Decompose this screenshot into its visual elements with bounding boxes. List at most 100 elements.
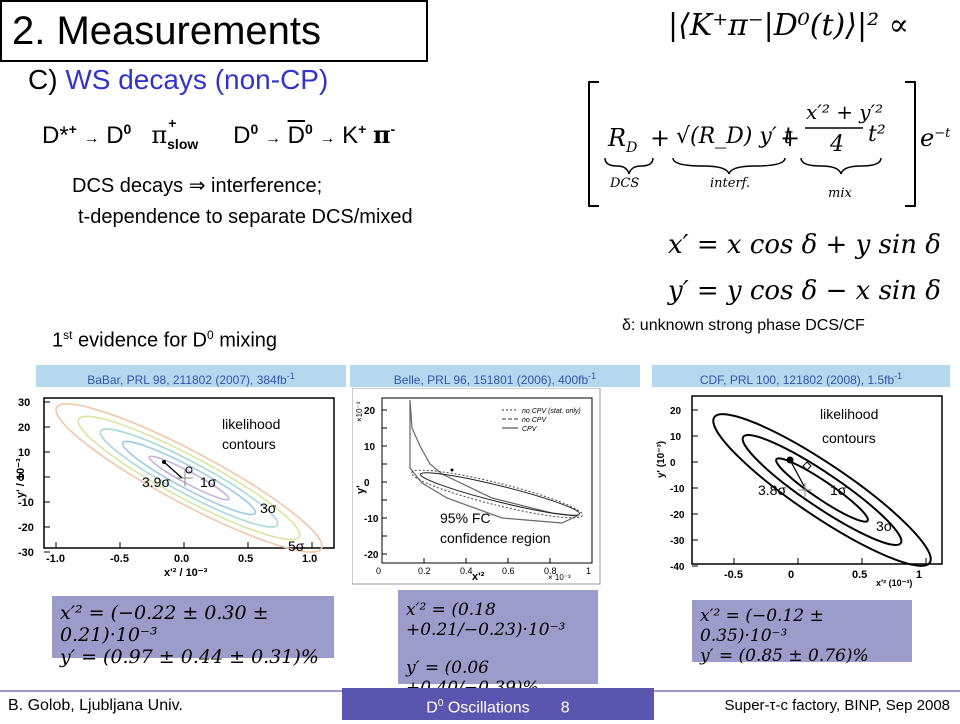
cdf-ylabel: y' (10⁻³) (656, 441, 667, 478)
d0bar-sup: 0 (304, 121, 313, 137)
cdf-contour-2 (775, 457, 869, 523)
babar-contour-3 (121, 440, 257, 516)
cdf-result-box: x′² = (−0.12 ± 0.35)·10⁻³ y′ = (0.85 ± 0… (692, 600, 912, 666)
pion-symbol: π (372, 120, 391, 149)
kaon-symbol: K (342, 122, 359, 149)
pi-slow-symbol: π (151, 121, 168, 149)
ref-belle-sup: -1 (588, 371, 597, 381)
babar-contour-0 (55, 403, 323, 553)
cdf-result-x: x′² = (−0.12 ± 0.35)·10⁻³ (700, 606, 824, 646)
plus-2: + (780, 124, 801, 152)
dcs-line: DCS decays ⇒ interference; (72, 173, 322, 198)
babar-contour-2 (99, 428, 279, 528)
ref-cdf: CDF, PRL 100, 121802 (2008), 1.5fb-1 (652, 365, 950, 387)
babar-result-y: y′ = (0.97 ± 0.44 ± 0.31)% (60, 646, 319, 668)
belle-ticks: 0 0.2 0.4 0.6 0.8 1 20 10 0 -10 -20 (364, 406, 593, 576)
belle-best-fit (450, 468, 454, 472)
evidence-text: 1st evidence for D0 mixing (52, 328, 277, 353)
d0bar-letter: D (287, 122, 305, 149)
evidence-mixing: mixing (219, 329, 278, 352)
babar-likelihood: likelihood (222, 416, 281, 432)
rd-sub: D (626, 139, 638, 156)
belle-xtick-label: 1 (586, 566, 591, 576)
belle-result-x: x′² = (0.18 +0.21/−0.23)·10⁻³ (406, 600, 566, 640)
belle-plot: 0 0.2 0.4 0.6 0.8 1 20 10 0 -10 -20 y' ×10⁻³ x'² ×… (352, 388, 601, 585)
babar-ytick-label: -20 (18, 522, 34, 534)
right-bracket (905, 81, 916, 207)
babar-5sigma: 5σ (288, 538, 305, 554)
dstar-symbol: D* (42, 122, 69, 149)
footer-topic: D0 Oscillations 8 (342, 688, 654, 720)
cdf-result-y: y′ = (0.85 ± 0.76)% (700, 646, 869, 666)
d0bar-symbol: D (288, 122, 305, 149)
babar-xtick-label: 0.5 (238, 553, 253, 565)
brace-dcs-label: DCS (610, 176, 640, 191)
exp-term: e−t (920, 124, 950, 152)
term-rd: RD (608, 124, 637, 156)
ref-cdf-sup: -1 (894, 371, 903, 381)
pion-charge: - (390, 121, 396, 137)
cdf-likelihood: likelihood (820, 406, 879, 422)
cdf-ytick-label: -20 (670, 510, 685, 521)
cdf-ytick-label: 0 (670, 458, 676, 469)
rate-formula-lhs: |⟨K⁺π⁻|D⁰(t)⟩|² ∝ (668, 8, 909, 43)
cdf-ytick-label: 20 (670, 406, 682, 417)
cdf-xtick-label: 0.5 (852, 569, 867, 581)
page-number: 8 (560, 699, 570, 717)
yprime-definition: y′ = y cos δ − x sin δ (668, 276, 941, 306)
babar-ytick-label: 30 (18, 397, 30, 409)
subtitle-label: C) (28, 64, 58, 95)
babar-1sigma: 1σ (200, 474, 217, 490)
arrow-1: → (83, 130, 100, 147)
cdf-1sigma: 1σ (830, 482, 847, 498)
belle-fc-line2: confidence region (440, 530, 551, 546)
evidence-one: 1 (52, 329, 64, 352)
belle-xtick-label: 0 (376, 566, 381, 576)
brace-mix (800, 157, 882, 175)
left-bracket (588, 81, 599, 207)
dstar-charge: + (68, 121, 77, 137)
cdf-ytick-label: -30 (670, 536, 685, 547)
belle-ytick-label: -20 (364, 550, 379, 561)
belle-contour-nocpv (419, 472, 581, 516)
brace-mix-label: mix (828, 186, 852, 201)
footer-oscillations: Oscillations (447, 699, 530, 717)
mix-numerator: x′² + y′² (806, 100, 884, 124)
babar-ylabel: y' / 10⁻³ (15, 458, 27, 498)
babar-result-box: x′² = (−0.22 ± 0.30 ± 0.21)·10⁻³ y′ = (0… (52, 596, 334, 668)
evidence-st: st (63, 328, 73, 342)
babar-3sigma: 3σ (260, 500, 277, 516)
subtitle: C) WS decays (non-CP) (28, 64, 328, 96)
cdf-contour-1 (741, 434, 903, 546)
brace-interf (672, 157, 786, 175)
belle-ylabel: y' (355, 485, 367, 494)
belle-fc-line1: 95% FC (440, 510, 491, 526)
ref-cdf-text: CDF, PRL 100, 121802 (2008), 1.5fb (699, 373, 895, 387)
kaon-charge: + (358, 121, 367, 137)
delta-note: δ: unknown strong phase DCS/CF (622, 317, 865, 334)
arrow-2: → (264, 130, 281, 147)
babar-plot-frame (43, 397, 335, 549)
brace-dcs (604, 157, 654, 175)
babar-xtick-label: 0.0 (174, 553, 189, 565)
rd-letter: R (608, 124, 627, 152)
babar-xtick-label: 1.0 (302, 553, 317, 565)
babar-contour-1 (77, 415, 301, 541)
babar-ytick-label: 10 (18, 447, 30, 459)
babar-arrow (163, 461, 183, 479)
belle-xlabel: x'² (472, 571, 485, 583)
belle-ytick-label: 20 (364, 406, 376, 417)
ref-babar-sup: -1 (286, 371, 295, 381)
babar-ytick-label: 20 (18, 422, 30, 434)
interference-text: interference; (211, 175, 323, 197)
rate-formula-brackets (588, 81, 916, 207)
footer-event: Super-τ-c factory, BINP, Sep 2008 (654, 690, 960, 720)
cdf-xtick-label: 0 (788, 569, 794, 581)
cdf-contours (712, 413, 932, 567)
d0-sup: 0 (123, 121, 132, 137)
belle-legend-entry: no CPV (stat. only) (522, 408, 581, 415)
belle-x-exponent: × 10⁻³ (548, 573, 571, 582)
belle-xtick-label: 0.2 (418, 566, 431, 576)
belle-legend-entry: CPV (522, 426, 538, 433)
ref-belle-text: Belle, PRL 96, 151801 (2006), 400fb (393, 373, 589, 387)
